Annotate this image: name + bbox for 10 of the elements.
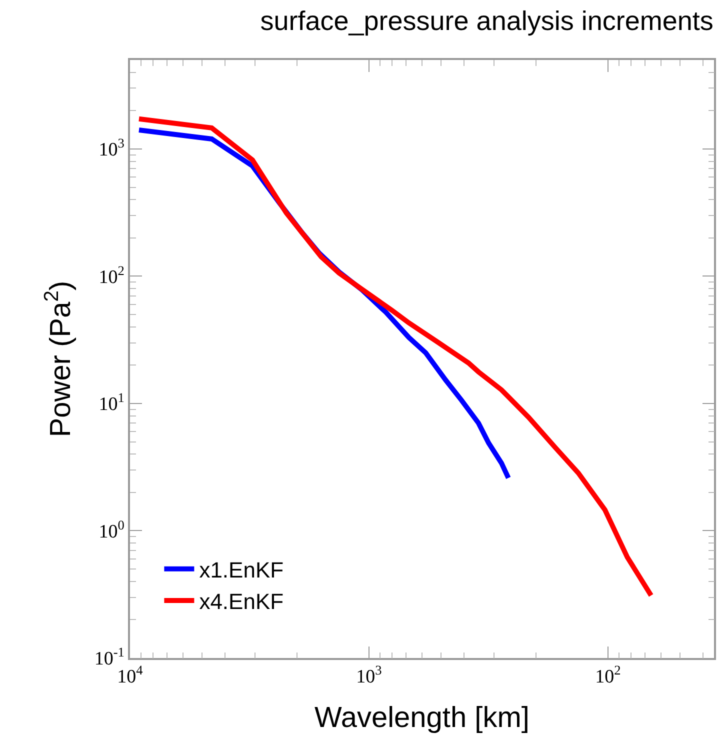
y-tick-label: 10$^{0}$: [98, 517, 125, 542]
x-tick-label: 10$^{3}$: [356, 662, 382, 688]
legend-label: x4.EnKF: [199, 589, 284, 614]
y-tick-label: 10$^{1}$: [98, 390, 124, 416]
chart-title: surface_pressure analysis increments: [260, 6, 714, 36]
legend-label: x1.EnKF: [199, 558, 284, 582]
y-tick-label: 10$^{3}$: [98, 136, 125, 161]
x-axis-title: Wavelength [km]: [314, 702, 530, 734]
x-tick-label: 10$^{2}$: [595, 662, 621, 688]
y-tick-label: 10$^{2}$: [98, 262, 124, 288]
